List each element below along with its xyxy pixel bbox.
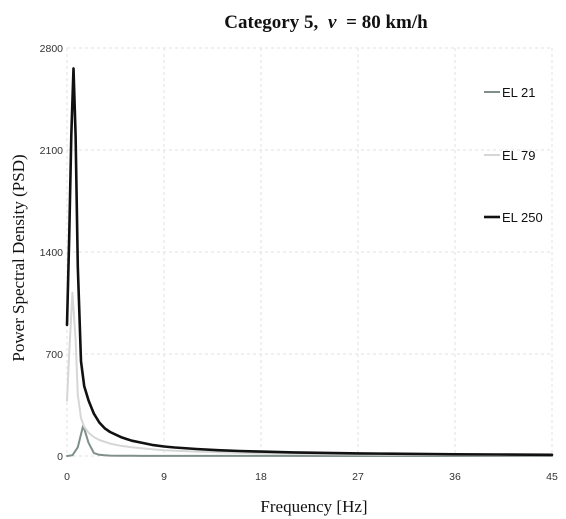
y-tick-label-1: 700: [45, 349, 63, 361]
tick-labels: 0 9 18 27 36 45 0 700 1400 2100 2800: [40, 43, 558, 483]
y-tick-label-3: 2100: [40, 145, 64, 157]
chart-title-var: v: [328, 12, 337, 33]
series-line-el-79: [66, 291, 553, 457]
chart-title: Category 5, v = 80 km/h: [224, 12, 428, 33]
legend-label-el-79: EL 79: [502, 148, 536, 163]
grid: [66, 47, 553, 457]
x-tick-label-5: 45: [546, 471, 558, 483]
chart-title-suffix: = 80 km/h: [346, 12, 428, 33]
x-axis-label: Frequency [Hz]: [260, 497, 367, 516]
y-tick-label-4: 2800: [40, 43, 64, 55]
series-lines: [65, 67, 554, 457]
x-tick-label-2: 18: [255, 471, 267, 483]
legend: EL 21 EL 79 EL 250: [484, 85, 543, 225]
x-tick-label-1: 9: [161, 471, 167, 483]
chart-title-prefix: Category 5,: [224, 12, 318, 33]
x-tick-label-0: 0: [64, 471, 70, 483]
series-line-el-250: [65, 67, 554, 457]
y-tick-label-0: 0: [57, 451, 63, 463]
y-axis-label: Power Spectral Density (PSD): [9, 154, 28, 361]
x-tick-label-3: 27: [352, 471, 364, 483]
legend-label-el-21: EL 21: [502, 85, 536, 100]
x-tick-label-4: 36: [449, 471, 461, 483]
legend-label-el-250: EL 250: [502, 210, 543, 225]
y-tick-label-2: 1400: [40, 247, 64, 259]
